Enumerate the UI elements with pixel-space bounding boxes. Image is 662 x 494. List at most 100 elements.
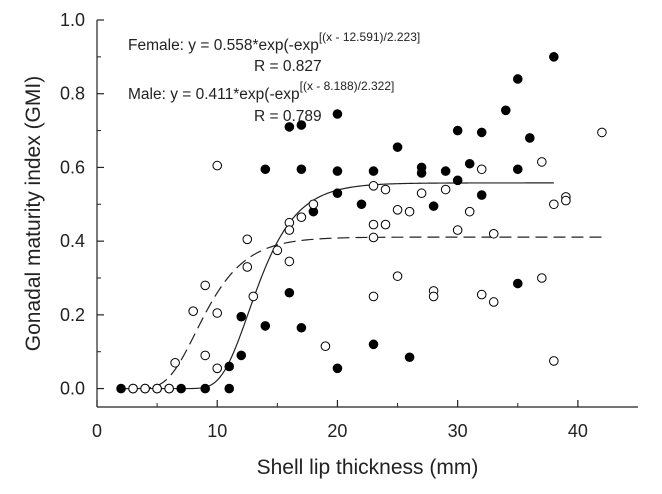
filled-point: [284, 287, 295, 298]
open-point: [392, 271, 403, 281]
x-axis-title: Shell lip thickness (mm): [257, 456, 479, 479]
filled-point: [116, 383, 126, 394]
open-point: [404, 206, 415, 217]
open-point: [242, 234, 253, 245]
filled-point: [476, 127, 487, 138]
filled-point: [392, 142, 403, 152]
male-fit-curve: [121, 236, 602, 390]
open-point: [308, 199, 319, 210]
tick-labels: 0 10 20 30 40 0.0 0.2 0.4 0.6 0.8 1.0: [60, 10, 588, 441]
female-equation: Female: y = 0.558*exp(-exp[(x - 12.591)/…: [128, 30, 420, 54]
filled-point: [260, 321, 271, 331]
open-point: [284, 256, 295, 267]
open-point: [320, 341, 331, 351]
filled-point: [296, 120, 307, 130]
filled-point: [236, 350, 247, 361]
open-point: [597, 127, 607, 138]
female-fit-curve: [121, 182, 554, 390]
filled-point: [368, 339, 379, 350]
filled-point: [512, 164, 523, 175]
open-point: [428, 291, 439, 302]
open-point: [488, 228, 499, 239]
filled-point: [260, 164, 271, 175]
filled-point: [332, 166, 343, 176]
open-point: [164, 383, 174, 394]
open-point: [296, 212, 307, 222]
filled-point: [525, 133, 535, 143]
filled-point: [200, 383, 210, 394]
fit-curves: [121, 182, 602, 390]
open-point: [170, 357, 180, 368]
y-tick-label: 1.0: [60, 10, 85, 30]
filled-point: [224, 383, 235, 394]
open-point: [368, 219, 379, 230]
open-point: [188, 306, 198, 316]
filled-point: [404, 352, 415, 363]
open-point: [368, 181, 379, 191]
open-point: [152, 383, 162, 394]
open-point: [561, 195, 571, 206]
open-point: [368, 232, 379, 243]
open-point: [212, 160, 223, 171]
filled-point: [332, 188, 343, 199]
open-point: [212, 363, 223, 374]
open-point: [248, 291, 259, 302]
y-tick-label: 0.6: [60, 157, 85, 177]
y-axis-title: Gonadal maturity index (GMI): [22, 76, 45, 351]
filled-point: [224, 361, 235, 372]
male-equation-main: Male: y = 0.411*exp(-exp: [128, 86, 300, 103]
filled-point: [452, 125, 463, 136]
open-point: [212, 308, 223, 318]
filled-point: [176, 383, 186, 394]
axes: [96, 19, 638, 408]
filled-point: [236, 311, 247, 322]
filled-point: [356, 199, 367, 210]
filled-point: [416, 168, 427, 178]
open-point: [549, 356, 559, 366]
open-point: [549, 199, 559, 210]
filled-point: [440, 166, 451, 176]
data-points: [116, 52, 607, 394]
filled-point: [296, 164, 307, 175]
open-point: [200, 350, 210, 361]
filled-point: [549, 52, 559, 62]
open-point: [380, 184, 391, 195]
filled-point: [476, 190, 487, 200]
open-point: [242, 262, 253, 272]
open-point: [537, 273, 547, 283]
open-point: [452, 225, 463, 235]
filled-point: [332, 109, 343, 119]
open-point: [368, 291, 379, 302]
filled-point: [512, 74, 523, 84]
open-point: [380, 219, 391, 230]
x-tick-label: 20: [327, 421, 347, 441]
y-tick-label: 0.0: [60, 379, 85, 399]
filled-point: [368, 166, 379, 176]
filled-point: [332, 363, 343, 374]
y-tick-label: 0.2: [60, 305, 85, 325]
female-equation-exponent: [(x - 12.591)/2.223]: [319, 30, 420, 44]
filled-point: [464, 158, 475, 169]
open-point: [464, 206, 475, 217]
open-point: [476, 289, 487, 300]
open-point: [440, 184, 451, 195]
x-tick-label: 10: [207, 421, 227, 441]
open-point: [284, 225, 295, 235]
open-point: [128, 383, 138, 394]
filled-point: [500, 105, 511, 116]
y-tick-label: 0.8: [60, 84, 85, 104]
filled-point: [428, 201, 439, 211]
filled-point: [296, 322, 307, 333]
female-equation-main: Female: y = 0.558*exp(-exp: [128, 37, 319, 54]
x-tick-label: 0: [92, 421, 102, 441]
open-point: [392, 205, 403, 215]
filled-point: [284, 122, 295, 132]
female-r-value: R = 0.827: [254, 58, 322, 75]
x-tick-label: 40: [568, 421, 588, 441]
open-point: [416, 188, 427, 199]
filled-point: [512, 278, 523, 289]
male-equation: Male: y = 0.411*exp(-exp[(x - 8.188)/2.3…: [128, 79, 394, 103]
open-point: [140, 383, 150, 394]
